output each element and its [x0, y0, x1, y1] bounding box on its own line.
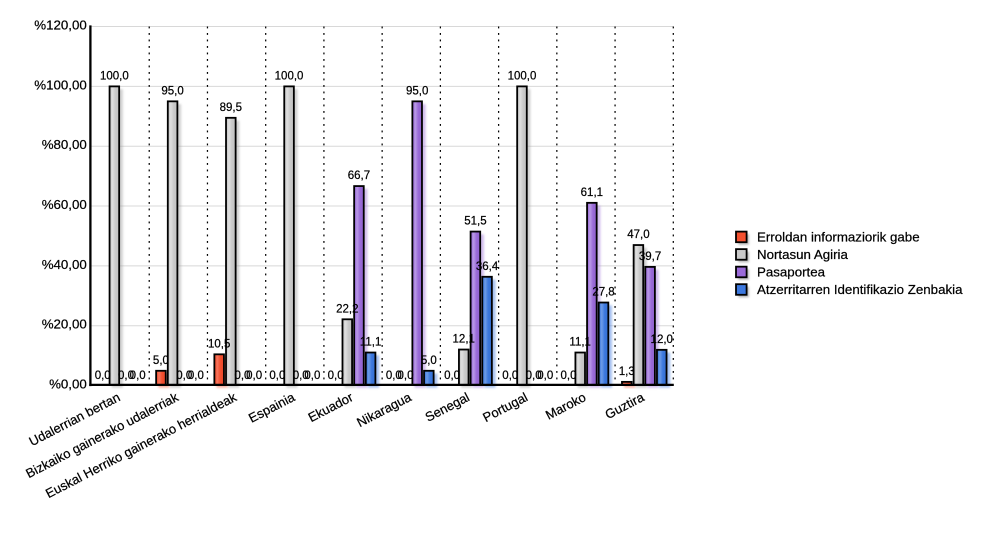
svg-text:1,3: 1,3	[619, 366, 635, 378]
svg-text:0,0: 0,0	[246, 370, 262, 382]
svg-text:0,0: 0,0	[293, 370, 309, 382]
svg-text:10,5: 10,5	[208, 338, 230, 350]
svg-text:100,0: 100,0	[275, 70, 304, 82]
svg-text:0,0: 0,0	[328, 370, 344, 382]
svg-text:%40,00: %40,00	[42, 257, 87, 272]
svg-text:0,0: 0,0	[561, 370, 577, 382]
svg-text:0,0: 0,0	[188, 370, 204, 382]
svg-text:11,1: 11,1	[360, 337, 382, 349]
svg-text:0,0: 0,0	[537, 370, 553, 382]
svg-text:100,0: 100,0	[508, 70, 537, 82]
svg-text:47,0: 47,0	[627, 229, 649, 241]
svg-text:89,5: 89,5	[220, 102, 242, 114]
svg-text:%100,00: %100,00	[34, 77, 87, 92]
svg-text:0,0: 0,0	[95, 370, 111, 382]
svg-text:5,0: 5,0	[421, 355, 437, 367]
svg-text:%0,00: %0,00	[49, 377, 87, 392]
svg-text:0,0: 0,0	[444, 370, 460, 382]
svg-text:Atzerritarren Identifikazio Ze: Atzerritarren Identifikazio Zenbakia	[757, 282, 963, 297]
svg-text:0,0: 0,0	[176, 370, 192, 382]
svg-text:22,2: 22,2	[336, 303, 358, 315]
svg-text:%20,00: %20,00	[42, 317, 87, 332]
svg-text:0,0: 0,0	[304, 370, 320, 382]
svg-text:0,0: 0,0	[398, 370, 414, 382]
svg-text:%60,00: %60,00	[42, 197, 87, 212]
svg-text:66,7: 66,7	[348, 170, 370, 182]
svg-text:12,0: 12,0	[651, 334, 673, 346]
svg-text:95,0: 95,0	[161, 85, 183, 97]
svg-text:27,8: 27,8	[592, 287, 614, 299]
svg-text:61,1: 61,1	[581, 187, 603, 199]
svg-text:Pasaportea: Pasaportea	[757, 265, 826, 280]
svg-text:95,0: 95,0	[406, 85, 428, 97]
svg-text:0,0: 0,0	[118, 370, 134, 382]
svg-text:0,0: 0,0	[234, 370, 250, 382]
svg-text:Erroldan informaziorik gabe: Erroldan informaziorik gabe	[757, 230, 920, 245]
svg-text:Nortasun Agiria: Nortasun Agiria	[757, 247, 849, 262]
svg-text:0,0: 0,0	[269, 370, 285, 382]
svg-text:0,0: 0,0	[130, 370, 146, 382]
svg-text:0,0: 0,0	[526, 370, 542, 382]
svg-text:12,1: 12,1	[453, 334, 475, 346]
svg-text:11,1: 11,1	[569, 337, 591, 349]
svg-text:39,7: 39,7	[639, 251, 661, 263]
svg-text:51,5: 51,5	[464, 216, 486, 228]
svg-text:0,0: 0,0	[502, 370, 518, 382]
svg-text:0,0: 0,0	[386, 370, 402, 382]
svg-text:5,0: 5,0	[153, 355, 169, 367]
svg-text:%80,00: %80,00	[42, 137, 87, 152]
svg-text:100,0: 100,0	[100, 70, 129, 82]
svg-text:36,4: 36,4	[476, 261, 499, 273]
svg-text:%120,00: %120,00	[34, 17, 87, 32]
